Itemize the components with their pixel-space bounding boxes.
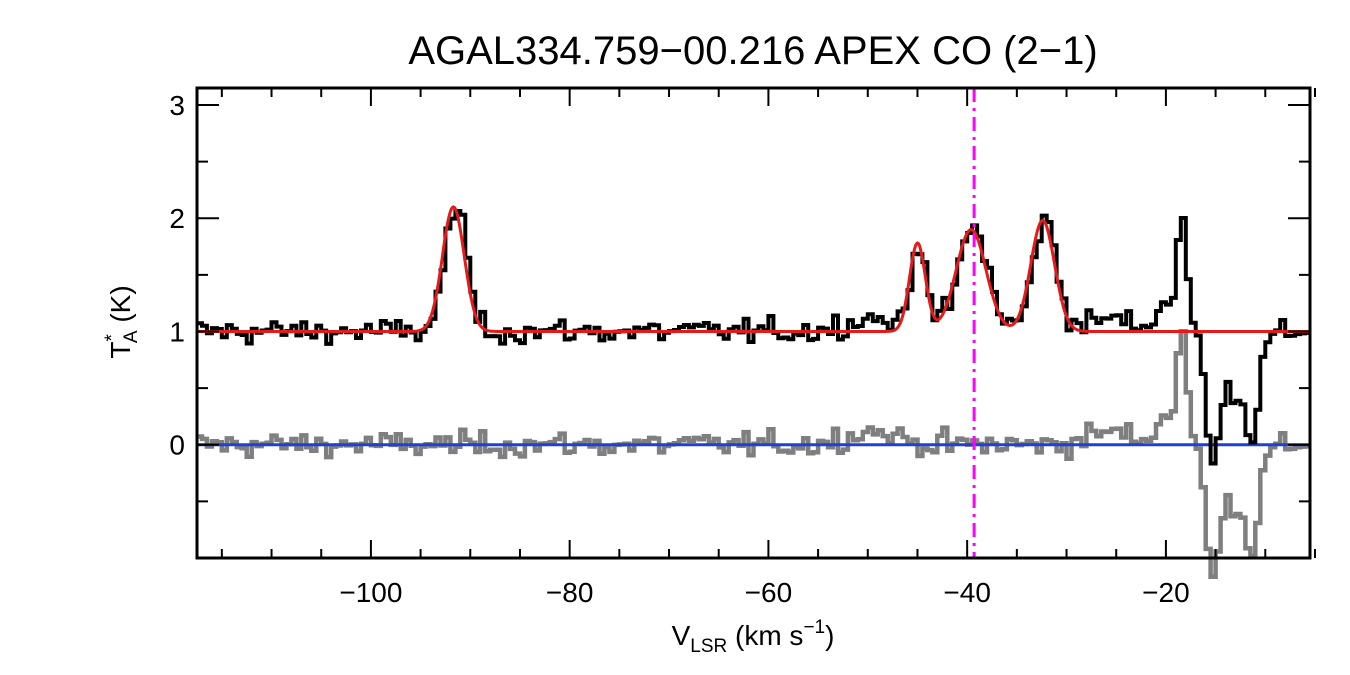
y-axis-label-main: T — [105, 342, 136, 359]
x-axis-label-unit: (km s — [727, 620, 803, 651]
ticks-layer: −100 −80 −60 −40 −20 0 1 2 3 — [169, 88, 1316, 608]
y-tick-label: 1 — [169, 316, 185, 347]
residual-series — [197, 329, 1310, 580]
x-axis-label-main: V — [672, 620, 691, 651]
x-tick-label: −80 — [546, 577, 594, 608]
x-tick-label: −20 — [1142, 577, 1190, 608]
x-axis-label: VLSR (km s−1) — [672, 617, 835, 657]
observed-spectrum-series — [197, 209, 1310, 466]
chart-title: AGAL334.759−00.216 APEX CO (2−1) — [408, 29, 1097, 73]
y-axis-label-subscript: A — [121, 330, 142, 343]
y-tick-label: 0 — [169, 430, 185, 461]
x-tick-label: −100 — [339, 577, 402, 608]
y-axis-label: T*A (K) — [102, 285, 142, 358]
x-tick-label: −60 — [745, 577, 793, 608]
plot-frame — [195, 86, 1312, 560]
x-axis-label-close: ) — [825, 620, 834, 651]
y-axis-label-unit: (K) — [105, 285, 136, 330]
y-tick-label: 2 — [169, 203, 185, 234]
series-layer — [197, 88, 1310, 580]
x-axis-label-exponent: −1 — [803, 617, 825, 638]
y-axis-label-superscript: * — [102, 334, 123, 342]
x-tick-label: −40 — [943, 577, 991, 608]
x-axis-label-subscript: LSR — [690, 636, 727, 657]
y-tick-label: 3 — [169, 90, 185, 121]
gaussian-fit-series — [197, 205, 1310, 333]
